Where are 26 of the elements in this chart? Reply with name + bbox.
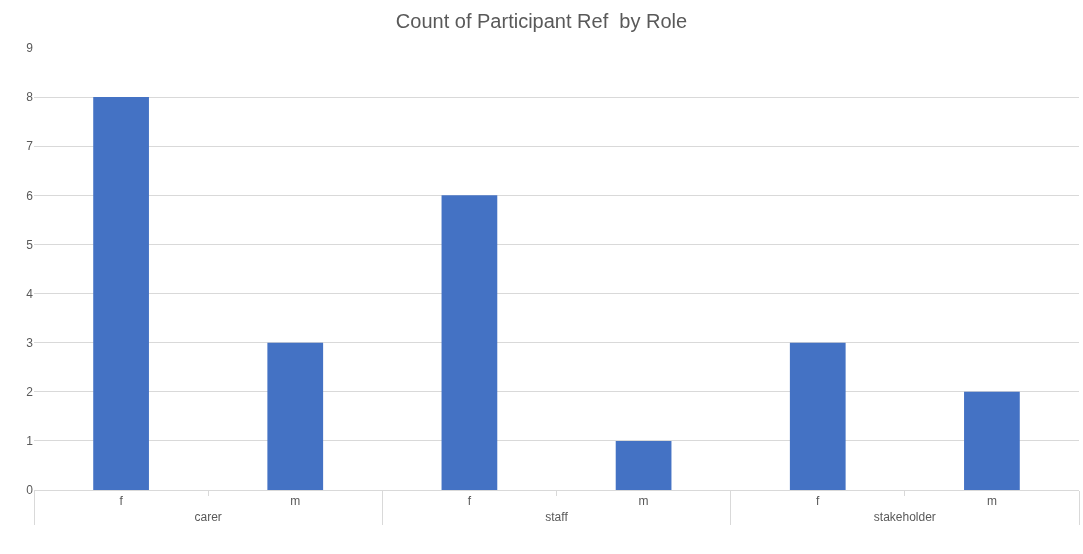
y-tick-label: 9 — [26, 41, 34, 56]
x-tick-label: f — [816, 494, 821, 509]
y-tick-label: 1 — [26, 434, 34, 449]
text: carer — [194, 510, 222, 525]
x-tick-label: m — [986, 494, 997, 509]
x-tick-label: m — [290, 494, 301, 509]
y-tick-label: 7 — [26, 139, 34, 154]
text: stakeholder — [873, 510, 936, 525]
x-tick-label: f — [467, 494, 472, 509]
bar — [267, 342, 324, 490]
bar — [441, 195, 498, 490]
y-tick-label: 5 — [26, 237, 34, 252]
bar — [615, 440, 672, 490]
x-tick-label: m — [638, 494, 649, 509]
y-tick-label: 0 — [26, 483, 34, 498]
x-tick-label: f — [119, 494, 124, 509]
bar — [789, 342, 846, 490]
y-tick-label: 3 — [26, 335, 34, 350]
y-tick-label: 4 — [26, 286, 34, 301]
text: staff — [545, 510, 569, 525]
y-tick-label: 8 — [26, 90, 34, 105]
y-tick-label: 2 — [26, 384, 34, 399]
bar — [93, 97, 149, 490]
bar — [964, 391, 1020, 490]
chart-title: Count of Participant Ref by Role — [395, 9, 688, 32]
y-tick-label: 6 — [26, 188, 34, 203]
